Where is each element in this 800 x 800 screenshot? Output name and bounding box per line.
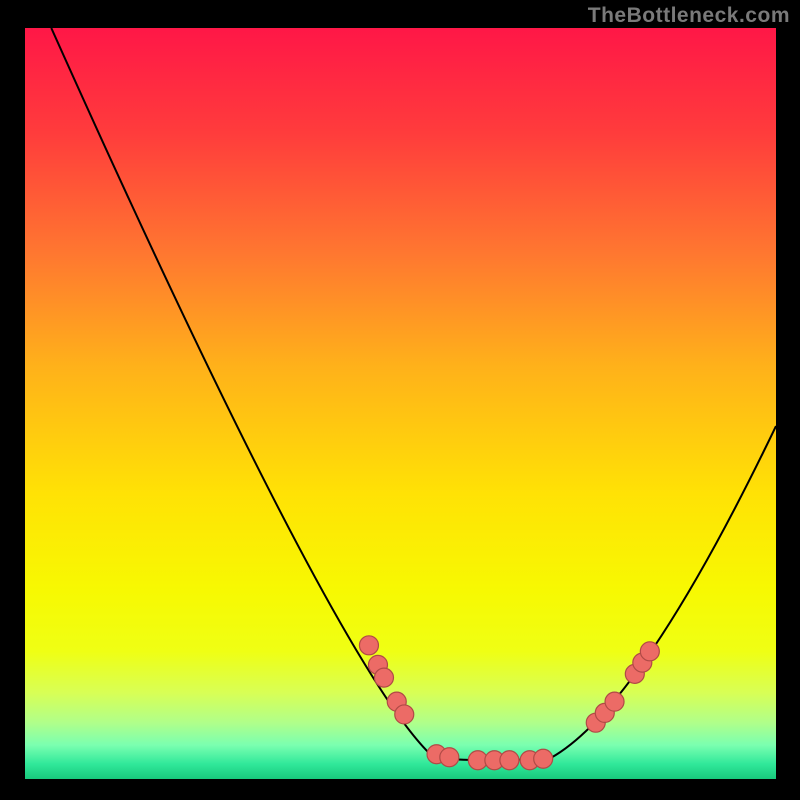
bottleneck-plot xyxy=(25,28,776,779)
gradient-bg xyxy=(25,28,776,779)
chart-frame: TheBottleneck.com xyxy=(0,0,800,800)
data-marker xyxy=(640,642,659,661)
data-marker xyxy=(534,749,553,768)
data-marker xyxy=(500,751,519,770)
data-marker xyxy=(395,705,414,724)
data-marker xyxy=(374,668,393,687)
data-marker xyxy=(605,692,624,711)
data-marker xyxy=(359,636,378,655)
watermark-text: TheBottleneck.com xyxy=(588,4,790,28)
data-marker xyxy=(440,748,459,767)
